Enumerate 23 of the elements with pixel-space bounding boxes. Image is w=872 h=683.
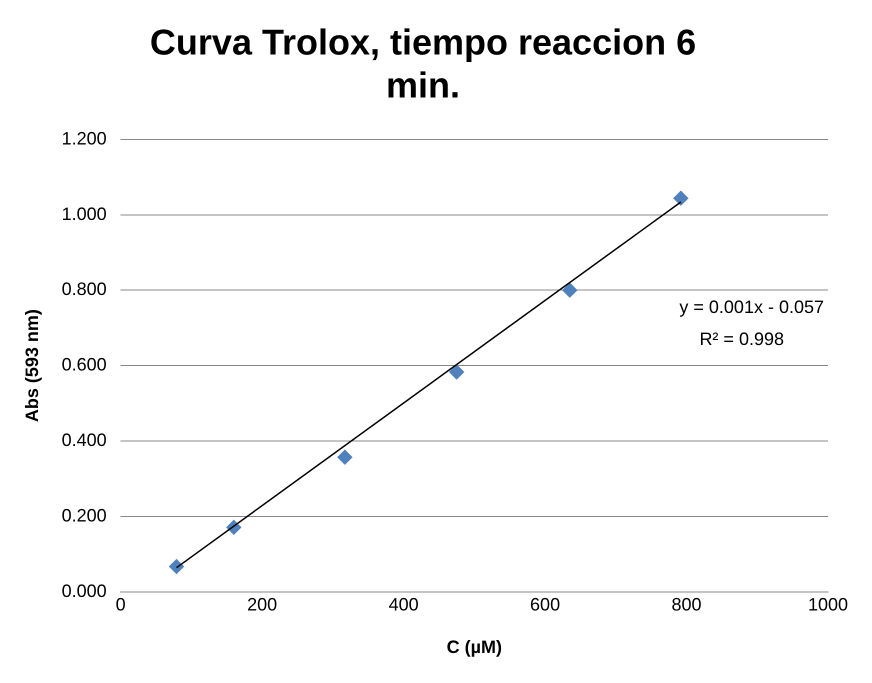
- point: [562, 282, 578, 298]
- y-tick-label: 0.600: [62, 354, 107, 375]
- x-tick-label: 600: [530, 594, 560, 615]
- x-tick-label: 200: [247, 594, 278, 615]
- y-tick-label: 0.000: [62, 580, 107, 601]
- x-tick-label: 1000: [808, 594, 848, 615]
- annotation: y = 0.001x - 0.057: [679, 296, 824, 317]
- point: [337, 450, 352, 465]
- x-axis-title: C (µM): [446, 637, 502, 658]
- y-tick-label: 1.000: [62, 204, 107, 224]
- x-tick-label: 0: [116, 594, 126, 615]
- chart-title: Curva Trolox, tiempo reaccion 6 min.: [150, 22, 696, 106]
- x-tick-label: 800: [672, 594, 702, 615]
- x-tick-label: 400: [388, 594, 419, 615]
- y-tick-label: 0.400: [62, 430, 107, 450]
- y-axis-title: Abs (593 nm): [22, 309, 42, 422]
- point: [449, 364, 464, 380]
- y-tick-label: 1.200: [62, 128, 107, 148]
- annotation: R² = 0.998: [699, 328, 784, 349]
- point: [673, 190, 688, 206]
- y-tick-label: 0.200: [62, 505, 107, 526]
- y-tick-label: 0.800: [62, 279, 107, 300]
- point: [169, 559, 184, 574]
